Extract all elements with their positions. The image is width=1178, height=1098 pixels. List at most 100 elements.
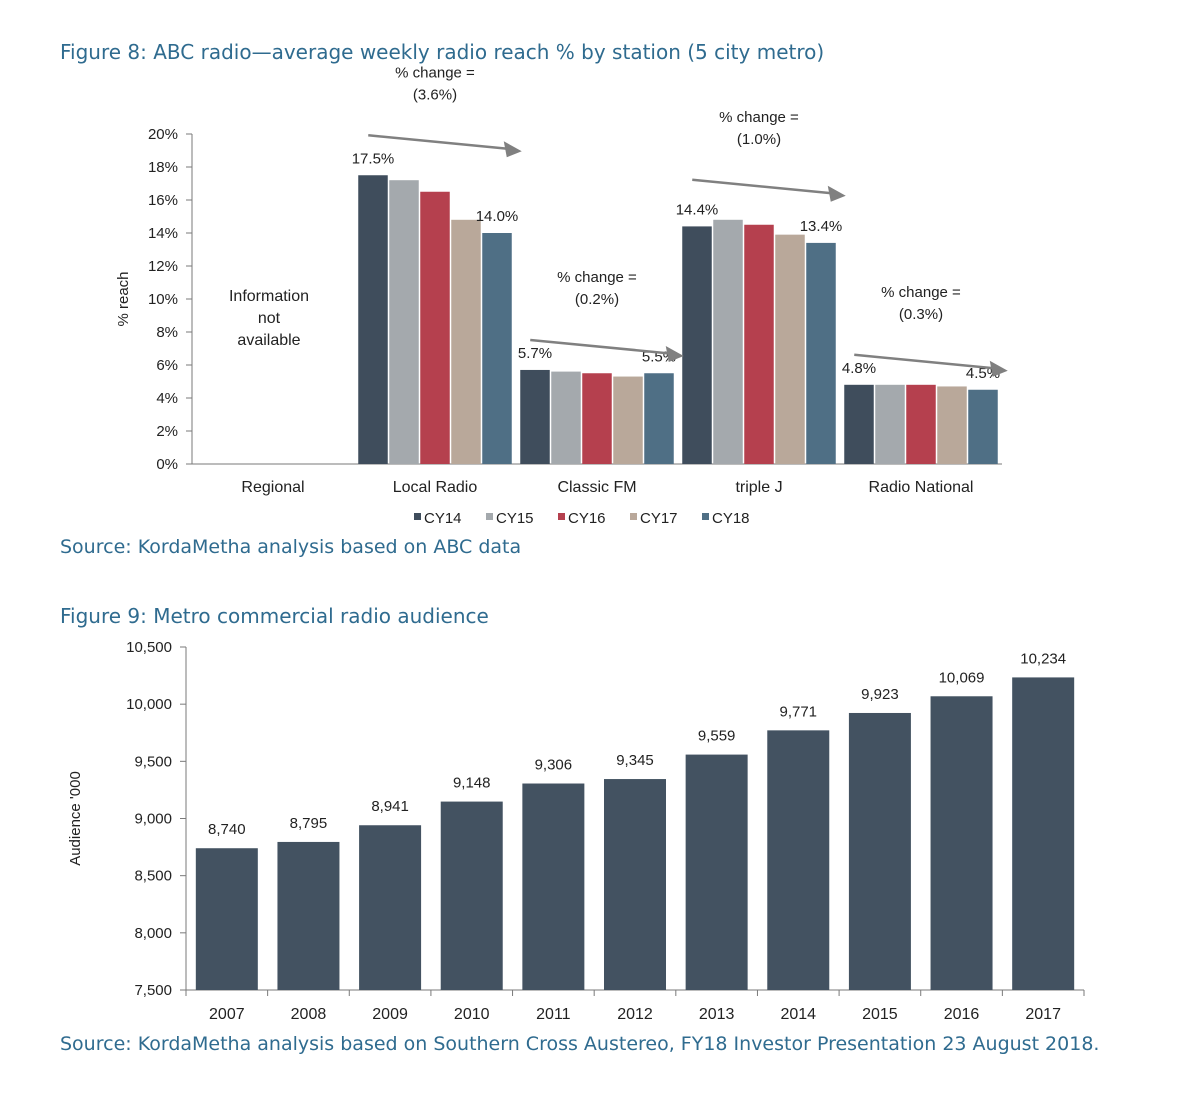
fig9-x-tick-label: 2016 xyxy=(944,1006,980,1023)
fig8-x-tick-label: triple J xyxy=(735,479,782,496)
fig8-bar xyxy=(482,233,512,464)
fig8-y-tick-label: 12% xyxy=(148,258,178,275)
fig8-legend-label: CY18 xyxy=(712,510,750,527)
figure9-title: Figure 9: Metro commercial radio audienc… xyxy=(60,604,489,628)
fig9-data-label: 9,345 xyxy=(616,752,654,769)
fig8-bar xyxy=(582,373,612,464)
fig8-data-label: 14.4% xyxy=(676,201,719,218)
fig9-data-label: 9,148 xyxy=(453,775,491,792)
fig9-y-axis-title: Audience '000 xyxy=(67,771,84,866)
fig9-x-tick-label: 2014 xyxy=(780,1006,816,1023)
figure9-source: Source: KordaMetha analysis based on Sou… xyxy=(60,1033,1100,1055)
fig8-bar xyxy=(420,191,450,464)
fig8-y-tick-label: 10% xyxy=(148,291,178,308)
fig9-bar xyxy=(195,848,258,990)
fig8-bar xyxy=(844,384,874,464)
fig9-y-tick-label: 7,500 xyxy=(134,982,172,999)
fig9-data-label: 9,559 xyxy=(698,728,736,745)
fig9-data-label: 8,795 xyxy=(290,815,328,832)
fig9-y-tick-label: 8,500 xyxy=(134,868,172,885)
fig8-bar xyxy=(775,234,805,464)
fig8-y-tick-label: 2% xyxy=(156,423,178,440)
fig8-y-tick-label: 14% xyxy=(148,225,178,242)
fig8-y-tick-label: 16% xyxy=(148,192,178,209)
fig8-y-tick-label: 8% xyxy=(156,324,178,341)
fig9-bar xyxy=(277,841,340,990)
fig8-x-tick-label: Radio National xyxy=(869,479,974,496)
fig8-data-label: 17.5% xyxy=(352,150,395,167)
fig8-x-tick-label: Regional xyxy=(241,479,304,496)
fig8-bar xyxy=(806,242,836,464)
fig8-annotation-text: % change = xyxy=(881,284,961,301)
fig8-bar xyxy=(906,384,936,464)
fig8-legend-swatch xyxy=(558,513,565,520)
fig8-legend-swatch xyxy=(702,513,709,520)
fig8-y-tick-label: 0% xyxy=(156,456,178,473)
fig9-data-label: 10,069 xyxy=(939,669,985,686)
fig9-x-tick-label: 2010 xyxy=(454,1006,490,1023)
fig9-x-tick-label: 2007 xyxy=(209,1006,245,1023)
fig8-annotation-text: % change = xyxy=(395,64,475,81)
fig8-change-arrowhead xyxy=(665,345,684,362)
fig8-y-axis-title: % reach xyxy=(115,271,132,326)
fig8-change-arrowhead xyxy=(989,360,1008,377)
fig8-bar xyxy=(744,224,774,464)
fig8-bar xyxy=(551,371,581,464)
fig9-bar xyxy=(848,712,911,990)
fig8-annotation-text: (0.3%) xyxy=(899,306,943,323)
fig8-annotation-text: % change = xyxy=(557,269,637,286)
fig8-bar xyxy=(613,376,643,464)
fig8-bar xyxy=(713,219,743,464)
fig8-annotation-text: Information xyxy=(229,288,309,305)
fig8-data-label: 13.4% xyxy=(800,218,843,235)
fig8-bar xyxy=(644,373,674,464)
fig9-bar xyxy=(359,825,422,990)
fig9-data-label: 9,306 xyxy=(535,757,573,774)
figure8-title: Figure 8: ABC radio—average weekly radio… xyxy=(60,40,825,64)
fig8-change-arrow xyxy=(692,178,832,195)
fig8-legend-label: CY14 xyxy=(424,510,462,527)
fig9-bar xyxy=(685,754,748,990)
fig8-legend-swatch xyxy=(414,513,421,520)
fig9-bar xyxy=(930,696,993,990)
fig8-annotation-text: (0.2%) xyxy=(575,291,619,308)
fig9-bar xyxy=(522,783,585,990)
fig8-bar xyxy=(875,384,905,464)
fig8-annotation-text: not xyxy=(258,310,281,327)
fig9-data-label: 9,771 xyxy=(779,703,817,720)
fig8-bar xyxy=(451,219,481,464)
fig8-data-label: 5.7% xyxy=(518,345,552,362)
fig8-y-tick-label: 20% xyxy=(148,126,178,143)
fig8-bar xyxy=(937,386,967,464)
fig8-data-label: 4.8% xyxy=(842,360,876,377)
fig9-bar xyxy=(1012,677,1075,990)
fig8-change-arrow xyxy=(530,338,670,355)
fig9-y-tick-label: 10,000 xyxy=(126,696,172,713)
fig8-legend-label: CY16 xyxy=(568,510,606,527)
fig9-data-label: 10,234 xyxy=(1020,650,1066,667)
fig8-change-arrow xyxy=(368,134,508,150)
fig9-x-tick-label: 2008 xyxy=(291,1006,327,1023)
figure8-source: Source: KordaMetha analysis based on ABC… xyxy=(60,536,522,558)
fig8-legend-swatch xyxy=(630,513,637,520)
fig8-legend-label: CY17 xyxy=(640,510,678,527)
fig9-x-tick-label: 2013 xyxy=(699,1006,735,1023)
fig9-y-tick-label: 10,500 xyxy=(126,639,172,656)
fig9-x-tick-label: 2011 xyxy=(536,1006,571,1023)
fig8-y-tick-label: 6% xyxy=(156,357,178,374)
fig8-legend-swatch xyxy=(486,513,493,520)
fig9-data-label: 8,941 xyxy=(371,798,409,815)
fig9-x-tick-label: 2012 xyxy=(617,1006,653,1023)
fig9-data-label: 8,740 xyxy=(208,821,246,838)
fig9-y-tick-label: 9,500 xyxy=(134,753,172,770)
fig8-y-tick-label: 18% xyxy=(148,159,178,176)
fig8-bar xyxy=(389,180,419,464)
fig9-data-label: 9,923 xyxy=(861,686,899,703)
fig9-bar xyxy=(767,730,830,990)
fig8-data-label: 14.0% xyxy=(476,208,519,225)
fig9-bar xyxy=(440,801,503,990)
fig8-x-tick-label: Classic FM xyxy=(557,479,636,496)
fig9-x-tick-label: 2015 xyxy=(862,1006,898,1023)
fig9-bar xyxy=(604,779,666,990)
